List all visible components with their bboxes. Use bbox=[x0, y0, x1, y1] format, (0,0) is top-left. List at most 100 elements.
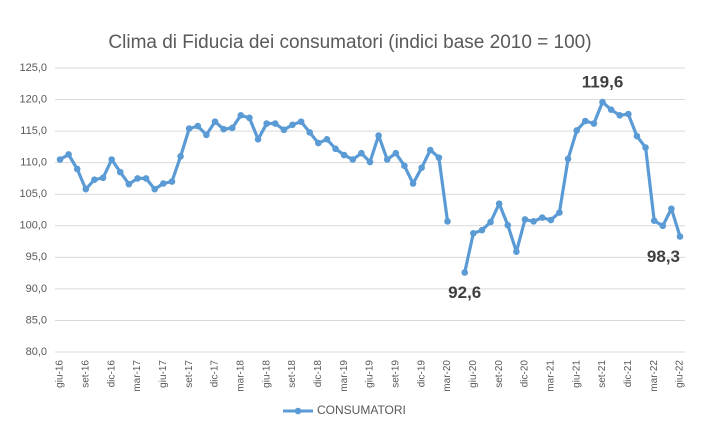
point bbox=[564, 155, 572, 163]
point bbox=[573, 127, 580, 134]
point bbox=[220, 125, 227, 133]
y-tick-label: 85,0 bbox=[26, 314, 47, 326]
point bbox=[495, 200, 503, 207]
point bbox=[211, 118, 219, 125]
point bbox=[392, 149, 400, 157]
point bbox=[108, 156, 115, 163]
x-tick-label: giu-19 bbox=[365, 360, 376, 388]
x-tick-label: dic-17 bbox=[210, 360, 221, 388]
y-tick-label: 115,0 bbox=[20, 125, 47, 137]
point bbox=[349, 156, 357, 163]
point bbox=[185, 125, 193, 132]
point bbox=[668, 205, 675, 213]
x-tick-label: giu-20 bbox=[468, 360, 479, 388]
point bbox=[504, 221, 512, 229]
point bbox=[194, 122, 202, 130]
point bbox=[151, 185, 159, 193]
x-tick-label: mar-18 bbox=[235, 360, 246, 392]
point bbox=[246, 114, 253, 122]
point bbox=[306, 129, 314, 136]
point bbox=[607, 106, 615, 113]
point bbox=[616, 112, 624, 119]
point bbox=[116, 168, 124, 176]
x-tick-label: dic-21 bbox=[623, 360, 634, 388]
point bbox=[521, 216, 529, 223]
x-tick-label: dic-20 bbox=[520, 360, 531, 388]
point bbox=[599, 98, 606, 106]
data-label: 119,6 bbox=[582, 73, 624, 92]
point bbox=[125, 180, 133, 188]
point bbox=[676, 233, 684, 240]
y-tick-label: 95,0 bbox=[26, 251, 47, 263]
point bbox=[297, 118, 305, 125]
legend-marker bbox=[294, 407, 302, 415]
point bbox=[358, 149, 365, 157]
point bbox=[435, 154, 443, 161]
data-label: 92,6 bbox=[448, 283, 481, 302]
point bbox=[289, 121, 296, 129]
x-tick-label: mar-22 bbox=[649, 360, 660, 392]
x-tick-label: dic-16 bbox=[106, 360, 117, 388]
x-tick-label: giu-22 bbox=[675, 360, 686, 388]
point bbox=[418, 164, 425, 172]
x-tick-label: set-18 bbox=[287, 360, 298, 388]
point bbox=[409, 180, 417, 187]
x-tick-label: set-16 bbox=[80, 360, 91, 388]
point bbox=[470, 230, 477, 237]
point bbox=[323, 136, 331, 143]
point bbox=[650, 217, 658, 225]
point bbox=[280, 126, 288, 134]
y-tick-label: 90,0 bbox=[26, 283, 47, 295]
y-tick-label: 120,0 bbox=[19, 93, 47, 105]
x-tick-label: set-17 bbox=[184, 360, 195, 388]
x-tick-label: giu-16 bbox=[55, 360, 66, 388]
point bbox=[375, 132, 382, 139]
chart-title: Clima di Fiducia dei consumatori (indici… bbox=[108, 32, 591, 53]
x-tick-label: mar-19 bbox=[339, 360, 350, 392]
point bbox=[383, 156, 391, 163]
point bbox=[340, 151, 348, 159]
point bbox=[56, 156, 64, 163]
point bbox=[228, 124, 236, 132]
point bbox=[91, 176, 98, 184]
y-tick-label: 80,0 bbox=[26, 346, 47, 358]
x-tick-label: mar-17 bbox=[132, 360, 143, 392]
x-tick-label: set-19 bbox=[390, 360, 401, 388]
point bbox=[487, 218, 494, 226]
x-tick-label: mar-20 bbox=[442, 360, 453, 392]
x-tick-label: set-20 bbox=[494, 360, 505, 388]
x-tick-label: giu-17 bbox=[158, 360, 169, 388]
point bbox=[99, 174, 107, 182]
point bbox=[134, 175, 141, 182]
y-tick-label: 105,0 bbox=[19, 188, 47, 200]
point bbox=[426, 146, 434, 154]
x-tick-label: dic-19 bbox=[416, 360, 427, 388]
point bbox=[254, 136, 262, 143]
point bbox=[556, 209, 563, 216]
point bbox=[461, 269, 469, 276]
y-tick-label: 125,0 bbox=[19, 62, 47, 74]
y-tick-label: 100,0 bbox=[19, 220, 47, 232]
x-tick-label: giu-21 bbox=[571, 360, 582, 388]
point bbox=[142, 175, 150, 182]
data-label: 98,3 bbox=[647, 247, 680, 266]
point bbox=[513, 248, 520, 255]
point bbox=[581, 117, 589, 125]
point bbox=[366, 158, 374, 166]
point bbox=[401, 162, 408, 170]
point bbox=[547, 216, 555, 224]
point bbox=[590, 120, 598, 127]
point bbox=[642, 144, 649, 151]
point bbox=[65, 151, 72, 158]
x-tick-label: mar-21 bbox=[545, 360, 556, 392]
point bbox=[160, 180, 167, 187]
point bbox=[332, 145, 339, 153]
point bbox=[444, 218, 451, 225]
point bbox=[271, 120, 279, 127]
point bbox=[237, 112, 245, 119]
x-tick-label: dic-18 bbox=[313, 360, 324, 388]
x-tick-label: set-21 bbox=[597, 360, 608, 388]
point bbox=[530, 218, 537, 225]
point bbox=[478, 226, 486, 234]
